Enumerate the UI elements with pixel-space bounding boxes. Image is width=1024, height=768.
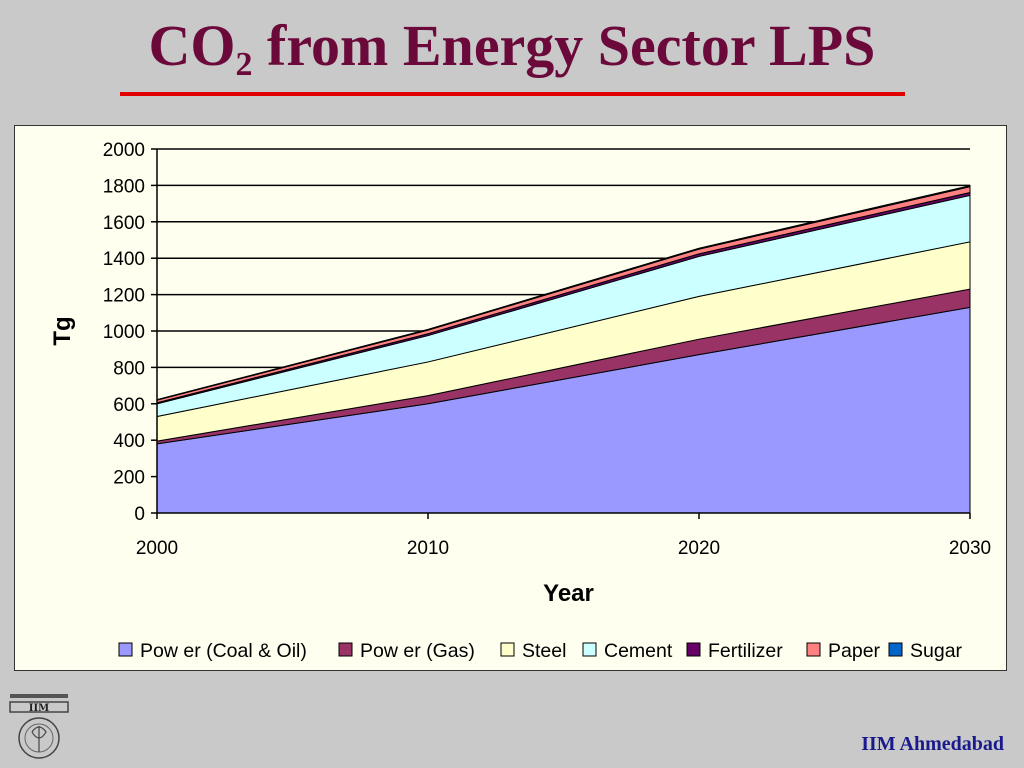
- legend-label-1: Pow er (Gas): [360, 640, 475, 662]
- y-tick-label-1600: 1600: [103, 213, 145, 234]
- title-underline: [120, 92, 905, 96]
- footer-institution: IIM Ahmedabad: [861, 733, 1004, 755]
- y-axis-title: Tg: [49, 316, 76, 345]
- x-tick-label-2000: 2000: [136, 538, 178, 559]
- y-tick-label-1000: 1000: [103, 322, 145, 343]
- y-tick-label-2000: 2000: [103, 140, 145, 161]
- y-tick-label-600: 600: [113, 395, 145, 416]
- legend-swatch-1: [338, 642, 353, 657]
- legend-swatch-5: [806, 642, 821, 657]
- legend-label-2: Steel: [522, 640, 566, 662]
- y-tick-label-1200: 1200: [103, 286, 145, 307]
- y-tick-label-400: 400: [113, 431, 145, 452]
- y-tick-label-200: 200: [113, 468, 145, 489]
- svg-text:IIM: IIM: [29, 703, 49, 714]
- y-tick-label-0: 0: [134, 504, 145, 525]
- legend-swatch-6: [888, 642, 903, 657]
- legend-swatch-4: [686, 642, 701, 657]
- title-rest: from Energy Sector LPS: [252, 13, 876, 78]
- legend-label-0: Pow er (Coal & Oil): [140, 640, 307, 662]
- slide-title: CO2 from Energy Sector LPS: [0, 14, 1024, 83]
- legend-swatch-0: [118, 642, 133, 657]
- x-tick-label-2020: 2020: [678, 538, 720, 559]
- legend-label-3: Cement: [604, 640, 673, 662]
- legend-label-6: Sugar: [910, 640, 963, 662]
- title-co: CO: [148, 13, 236, 78]
- stacked-area-chart: 0 200 400 600 800 1000 1200 1400 1600 1800 2000 200…: [49, 140, 991, 662]
- x-tick-label-2010: 2010: [407, 538, 449, 559]
- title-subscript: 2: [235, 46, 253, 83]
- y-tick-label-1400: 1400: [103, 249, 145, 270]
- chart-frame: 0 200 400 600 800 1000 1200 1400 1600 1800 2000 200…: [14, 125, 1007, 671]
- area-sugar: [156, 184, 971, 401]
- legend-label-5: Paper: [828, 640, 881, 662]
- legend-swatch-3: [582, 642, 597, 657]
- y-tick-label-1800: 1800: [103, 176, 145, 197]
- iim-logo: IIM: [9, 694, 69, 759]
- legend-swatch-2: [500, 642, 515, 657]
- x-axis-title: Year: [543, 580, 594, 607]
- x-tick-label-2030: 2030: [949, 538, 991, 559]
- y-tick-label-800: 800: [113, 358, 145, 379]
- legend-label-4: Fertilizer: [708, 640, 783, 662]
